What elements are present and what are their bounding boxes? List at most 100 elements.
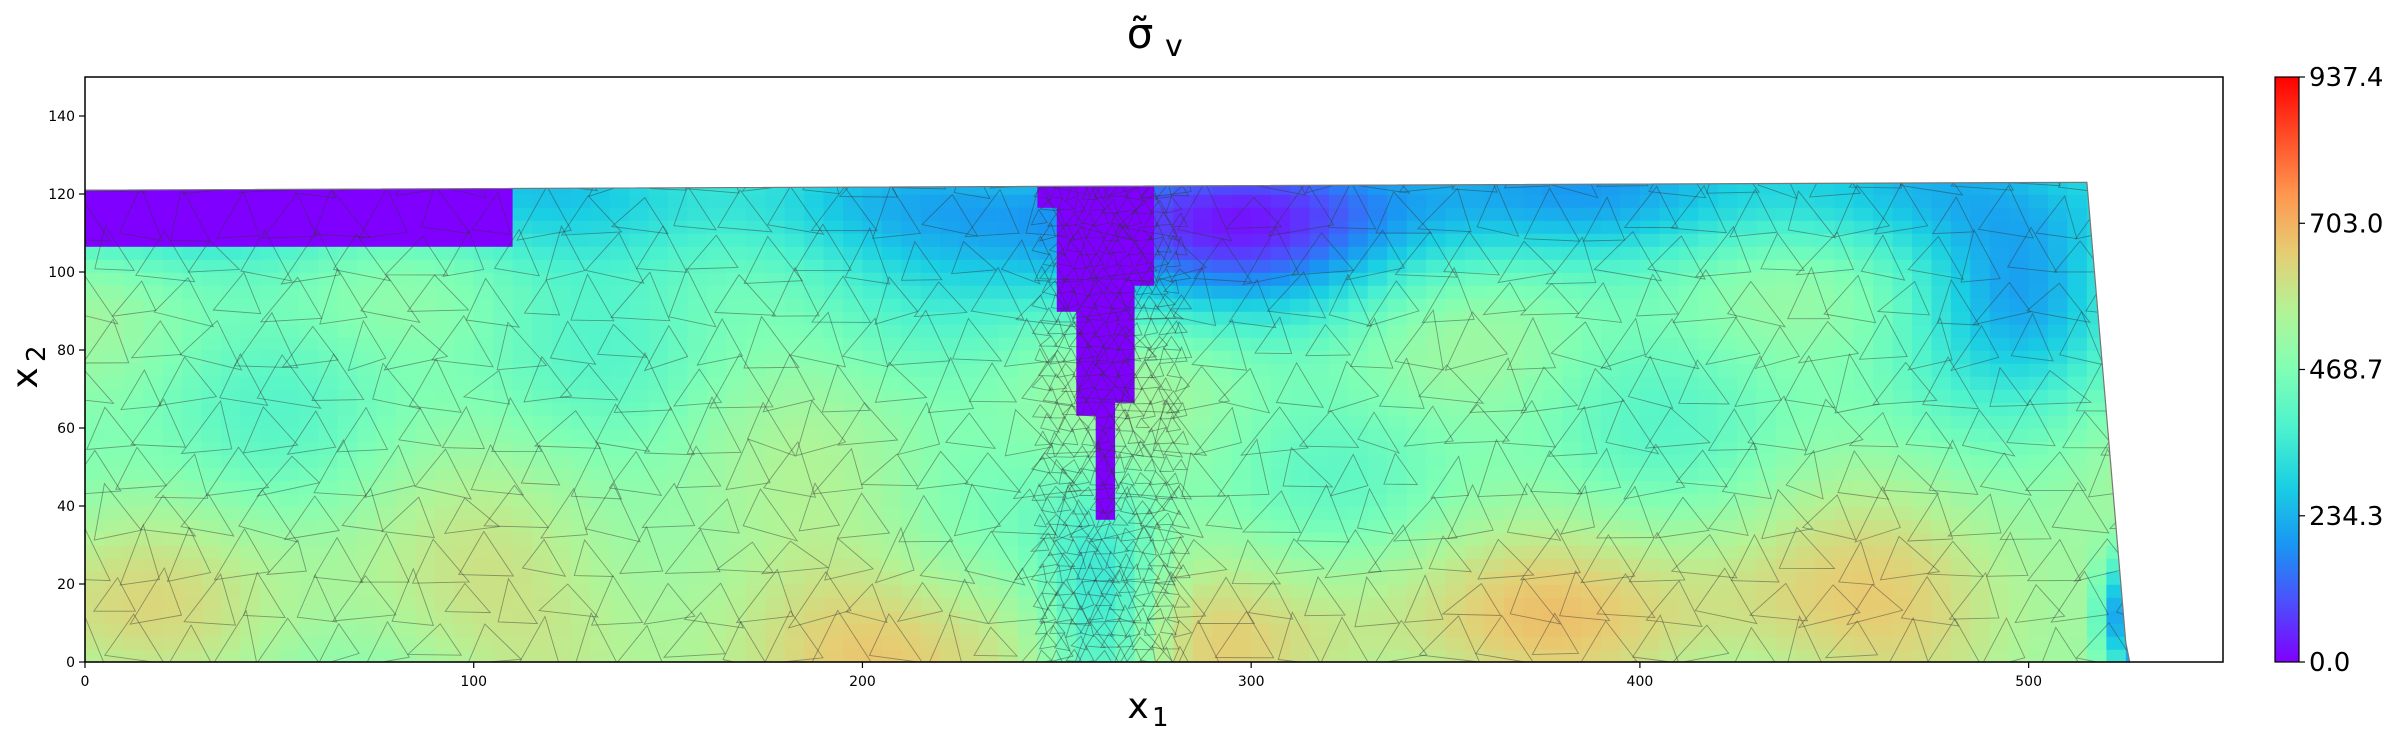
field-cell	[1037, 376, 1058, 390]
field-cell	[1970, 285, 1991, 299]
field-cell	[629, 337, 650, 351]
field-cell	[881, 246, 903, 260]
mesh-element	[709, 353, 774, 409]
field-cell	[493, 220, 514, 234]
field-cell	[2106, 246, 2127, 260]
field-cell	[1912, 493, 1933, 507]
field-cell	[1717, 467, 1738, 481]
mesh-element	[1155, 211, 1173, 226]
field-cell	[1717, 519, 1738, 533]
field-cell	[434, 194, 456, 208]
mesh-element	[256, 354, 322, 409]
field-cell	[1950, 350, 1972, 364]
field-cell	[1678, 233, 1699, 247]
field-cell	[1076, 272, 1097, 286]
field-cell	[901, 350, 922, 364]
field-cell	[959, 454, 980, 468]
field-cell	[434, 623, 456, 637]
mesh-element	[1644, 318, 1700, 370]
field-cell	[1776, 272, 1797, 286]
field-cell	[648, 532, 669, 546]
field-cell	[551, 285, 572, 299]
field-cell	[1251, 545, 1272, 559]
field-cell	[201, 350, 222, 364]
field-cell	[1212, 311, 1233, 325]
field-cell	[512, 207, 533, 221]
field-cell	[901, 311, 922, 325]
field-cell	[162, 519, 183, 533]
field-cell	[318, 506, 339, 520]
field-cell	[979, 649, 1000, 663]
field-cell	[1931, 480, 1952, 494]
field-cell	[1639, 636, 1661, 650]
field-cell	[590, 402, 611, 416]
field-cell	[1192, 350, 1214, 364]
field-cell	[2048, 415, 2069, 429]
field-cell	[279, 194, 300, 208]
field-cell	[707, 168, 727, 182]
field-cell	[1484, 584, 1505, 598]
field-cell	[318, 480, 339, 494]
field-cell	[532, 272, 553, 286]
mesh-element	[1972, 281, 2032, 326]
field-cell	[629, 350, 650, 364]
field-cell	[1756, 311, 1777, 325]
field-cell	[1776, 480, 1797, 494]
field-cell	[104, 182, 125, 195]
field-cell	[1814, 272, 1835, 286]
field-cell	[920, 610, 941, 624]
field-cell	[959, 298, 980, 312]
field-cell	[959, 493, 980, 507]
field-cell	[668, 506, 689, 520]
field-cell	[1056, 415, 1077, 429]
field-cell	[881, 259, 903, 273]
mesh-element	[953, 483, 1002, 537]
field-cell	[512, 519, 533, 533]
field-cell	[240, 220, 261, 234]
mesh-element	[1605, 398, 1660, 455]
field-cell	[1231, 298, 1252, 312]
field-cell	[1639, 428, 1661, 442]
field-cell	[999, 168, 1019, 182]
field-cell	[1037, 493, 1058, 507]
field-cell	[862, 220, 883, 234]
field-cell	[668, 610, 689, 624]
field-cell	[1270, 454, 1291, 468]
field-cell	[1270, 233, 1291, 247]
field-cell	[765, 493, 786, 507]
field-cell	[1873, 649, 1894, 663]
field-cell	[1290, 272, 1311, 286]
field-cell	[1095, 220, 1116, 234]
field-cell	[2048, 636, 2069, 650]
field-cell	[1445, 584, 1466, 598]
field-cell	[1154, 584, 1175, 598]
field-cell	[2086, 467, 2108, 481]
field-cell	[1251, 363, 1272, 377]
field-cell	[1562, 233, 1583, 247]
mesh-element	[619, 525, 664, 574]
field-cell	[1367, 311, 1388, 325]
mesh-element	[1356, 487, 1395, 535]
field-cell	[1795, 636, 1816, 650]
field-cell	[1076, 350, 1097, 364]
field-cell	[1465, 182, 1486, 195]
field-cell	[2048, 220, 2069, 234]
field-cell	[1231, 376, 1252, 390]
field-cell	[454, 233, 475, 247]
field-cell	[260, 168, 280, 182]
field-cell	[843, 571, 864, 585]
mesh-element	[1327, 360, 1380, 413]
field-cell	[1950, 467, 1972, 481]
field-cell	[1173, 545, 1194, 559]
field-cell	[162, 259, 183, 273]
field-cell	[1348, 376, 1369, 390]
field-cell	[473, 389, 494, 403]
field-cell	[1892, 259, 1913, 273]
field-cell	[998, 350, 1019, 364]
field-cell	[318, 168, 338, 182]
field-cell	[1387, 454, 1408, 468]
mesh-element	[2133, 525, 2180, 572]
field-cell	[551, 207, 572, 221]
field-cell	[1115, 467, 1136, 481]
field-cell	[745, 584, 766, 598]
